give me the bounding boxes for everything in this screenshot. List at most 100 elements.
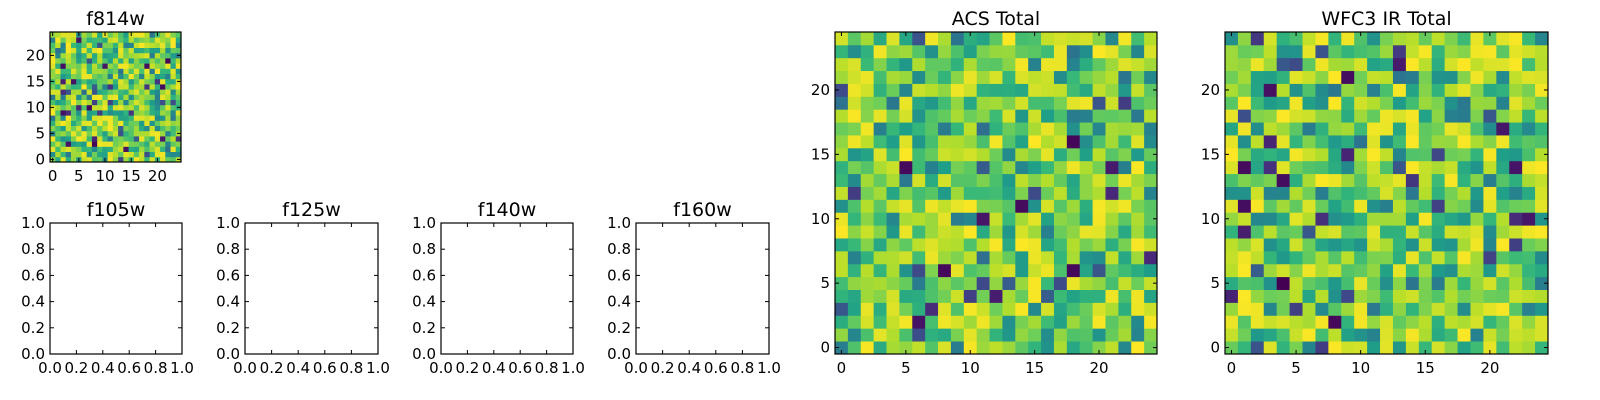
heatmap-cell [1380, 83, 1394, 97]
heatmap-cell [91, 136, 98, 142]
heatmap-cell [1315, 263, 1329, 278]
heatmap-cell [1015, 83, 1029, 97]
heatmap-cell [154, 42, 161, 48]
heatmap-cell [1470, 70, 1484, 84]
heatmap-cell [60, 37, 67, 43]
heatmap-cell [1028, 225, 1042, 239]
heatmap-cell [1522, 44, 1536, 59]
heatmap-cell [860, 44, 875, 59]
heatmap-cell [1392, 32, 1407, 46]
heatmap-cell [133, 47, 140, 54]
heatmap-cell [112, 141, 119, 147]
heatmap-cell [989, 32, 1003, 46]
heatmap-cell [1431, 289, 1446, 303]
heatmap-cell [133, 151, 140, 158]
heatmap-cell [112, 146, 119, 152]
heatmap-cell [886, 57, 900, 72]
heatmap-cell [128, 73, 135, 80]
heatmap-cell [1367, 225, 1381, 239]
heatmap-cell [1522, 109, 1536, 123]
heatmap-cell [1053, 315, 1068, 329]
heatmap-cell [1302, 160, 1316, 175]
heatmap-cell [102, 42, 109, 48]
heatmap-cell [860, 96, 875, 110]
heatmap-cell [938, 250, 952, 265]
heatmap-cell [873, 109, 887, 123]
heatmap-cell [1470, 44, 1484, 59]
heatmap-cell [144, 52, 150, 59]
heatmap-cell [60, 151, 67, 158]
heatmap-cell [170, 42, 177, 48]
heatmap-cell [1015, 186, 1029, 200]
heatmap-cell [97, 125, 103, 132]
heatmap-cell [160, 32, 166, 38]
heatmap-cell [873, 32, 887, 46]
heatmap-cell [107, 141, 114, 147]
heatmap-cell [886, 276, 900, 290]
heatmap-cell [128, 52, 135, 59]
heatmap-cell [160, 42, 166, 48]
heatmap-cell [1105, 173, 1119, 187]
heatmap-cell [50, 63, 56, 69]
heatmap-cell [1367, 250, 1381, 265]
heatmap-cell [1250, 135, 1265, 149]
y-tick-label: 0 [35, 150, 45, 168]
heatmap-cell [149, 89, 156, 95]
heatmap-cell [175, 120, 182, 126]
heatmap-cell [1053, 341, 1068, 355]
heatmap-cell [1002, 32, 1016, 46]
heatmap-cell [938, 341, 952, 355]
heatmap-cell [107, 73, 114, 80]
heatmap-cell [1457, 263, 1471, 278]
heatmap-cell [1470, 160, 1484, 175]
y-tick-label: 0.6 [21, 266, 45, 284]
heatmap-cell [65, 63, 72, 69]
heatmap-cell [847, 212, 862, 226]
heatmap-cell [1444, 160, 1458, 175]
heatmap-cell [107, 37, 114, 43]
heatmap-cell [154, 63, 161, 69]
heatmap-cell [1002, 96, 1016, 110]
heatmap-cell [128, 47, 135, 54]
heatmap-cell [1250, 276, 1265, 290]
heatmap-cell [835, 173, 849, 187]
heatmap-cell [50, 120, 56, 126]
heatmap-cell [76, 110, 82, 116]
heatmap-cell [1105, 44, 1119, 59]
heatmap-cell [1079, 199, 1093, 213]
heatmap-cell [1105, 263, 1119, 278]
heatmap-cell [76, 146, 82, 152]
heatmap-cell [133, 156, 140, 163]
heatmap-cell [1028, 263, 1042, 278]
x-tick-label: 0.4 [286, 359, 310, 377]
heatmap-cell [1405, 109, 1420, 123]
heatmap-cell [1015, 315, 1029, 329]
heatmap-cell [128, 42, 135, 48]
heatmap-cell [1041, 147, 1055, 162]
heatmap-cell [139, 104, 145, 111]
heatmap-cell [1496, 186, 1510, 200]
heatmap-cell [1015, 328, 1029, 342]
heatmap-cell [139, 73, 145, 80]
heatmap-cell [886, 109, 900, 123]
heatmap-cell [81, 156, 88, 163]
heatmap-cell [97, 156, 103, 163]
heatmap-cell [1418, 135, 1433, 149]
heatmap-cell [175, 99, 182, 106]
heatmap-cell [1302, 238, 1316, 252]
heatmap-cell [1457, 315, 1471, 329]
heatmap-cell [60, 89, 67, 95]
heatmap-cell [1131, 160, 1145, 175]
heatmap-cell [1444, 289, 1458, 303]
heatmap-cell [1225, 186, 1239, 200]
heatmap-cell [835, 135, 849, 149]
heatmap-cell [1354, 328, 1368, 342]
heatmap-cell [1276, 328, 1290, 342]
heatmap-cell [1367, 160, 1381, 175]
heatmap-cell [847, 109, 862, 123]
heatmap-cell [899, 83, 913, 97]
x-tick-label: 0.0 [429, 359, 453, 377]
heatmap-cell [1457, 57, 1471, 72]
heatmap-cell [1354, 32, 1368, 46]
heatmap-cell [1041, 135, 1055, 149]
